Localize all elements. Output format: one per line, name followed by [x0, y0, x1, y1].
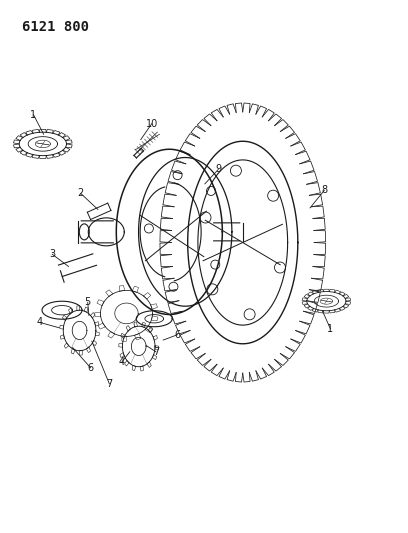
Text: 9: 9	[215, 165, 222, 174]
Text: 1: 1	[327, 324, 334, 334]
Text: 10: 10	[146, 119, 158, 128]
Text: 6: 6	[174, 330, 181, 340]
Text: 7: 7	[153, 347, 159, 357]
Text: 8: 8	[321, 185, 328, 195]
Text: 1: 1	[30, 110, 37, 119]
Text: 7: 7	[106, 379, 113, 389]
Text: 6121 800: 6121 800	[22, 20, 89, 34]
Text: 3: 3	[49, 249, 55, 259]
Text: 5: 5	[84, 297, 91, 307]
Text: 4: 4	[118, 358, 125, 367]
Text: 6: 6	[87, 363, 94, 373]
Text: 2: 2	[78, 189, 84, 198]
Text: 4: 4	[37, 318, 43, 327]
